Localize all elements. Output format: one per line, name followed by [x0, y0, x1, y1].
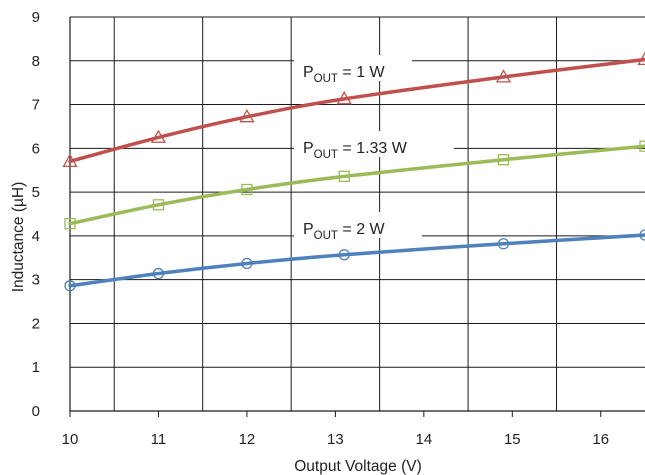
x-tick-label: 13	[327, 431, 344, 448]
x-tick-label: 14	[416, 431, 433, 448]
data-point-circle	[639, 229, 645, 241]
x-tick-label: 15	[504, 431, 521, 448]
data-point-triangle	[62, 153, 78, 167]
y-tick-label: 0	[32, 403, 40, 420]
series-label-group: POUT = 1 W	[294, 55, 412, 85]
series-label-main: P	[303, 64, 314, 81]
data-point-square	[497, 154, 510, 166]
x-axis-label: Output Voltage (V)	[294, 458, 422, 475]
x-tick-label: 10	[62, 431, 79, 448]
data-point-square	[241, 183, 253, 196]
series-label-subscript: OUT	[314, 230, 338, 242]
series-label: POUT = 1.33 W	[303, 140, 408, 161]
series-label-rest: = 1.33 W	[338, 140, 408, 157]
data-point-triangle	[495, 69, 512, 83]
data-point-square	[639, 140, 645, 152]
y-tick-label: 7	[32, 97, 40, 114]
series-label-main: P	[303, 221, 314, 238]
series-label: POUT = 1 W	[303, 64, 386, 85]
data-point-circle	[338, 249, 350, 261]
data-point-square	[64, 217, 76, 230]
data-point-square	[338, 170, 350, 183]
series-label-rest: = 2 W	[338, 221, 386, 238]
y-tick-label: 5	[32, 184, 40, 201]
data-point-triangle	[150, 129, 167, 143]
x-tick-label: 11	[151, 431, 167, 448]
y-tick-label: 9	[32, 9, 40, 26]
series-label-subscript: OUT	[314, 149, 338, 161]
series-triangle	[62, 51, 645, 167]
y-axis-label: Inductance (µH)	[10, 182, 27, 293]
data-point-triangle	[637, 51, 645, 65]
x-tick-label: 12	[239, 431, 256, 448]
data-point-triangle	[239, 109, 255, 123]
series-label: POUT = 2 W	[303, 221, 386, 242]
y-tick-label: 2	[32, 315, 40, 332]
data-point-circle	[64, 280, 76, 292]
data-point-circle	[152, 267, 165, 280]
y-tick-label: 1	[32, 359, 40, 376]
y-tick-label: 6	[32, 140, 40, 157]
series-label-group: POUT = 2 W	[294, 212, 422, 242]
data-point-triangle	[336, 91, 352, 105]
series-circle	[64, 229, 645, 292]
series-label-rest: = 1 W	[338, 64, 386, 81]
y-tick-label: 3	[32, 272, 40, 289]
series-label-background	[294, 131, 454, 157]
series-line	[68, 144, 645, 226]
series-group	[62, 51, 645, 292]
series-label-group: POUT = 1.33 W	[294, 131, 454, 161]
series-label-main: P	[303, 140, 314, 157]
data-point-circle	[497, 238, 510, 250]
series-label-background	[294, 55, 412, 81]
series-line	[68, 233, 645, 288]
series-label-subscript: OUT	[314, 73, 338, 85]
y-tick-label: 4	[32, 228, 40, 245]
data-point-square	[152, 199, 165, 211]
data-point-circle	[241, 257, 253, 270]
series-line	[68, 57, 645, 164]
series-label-background	[294, 212, 422, 238]
series-square	[64, 140, 645, 230]
x-tick-label: 16	[592, 431, 609, 448]
y-tick-label: 8	[32, 53, 40, 70]
